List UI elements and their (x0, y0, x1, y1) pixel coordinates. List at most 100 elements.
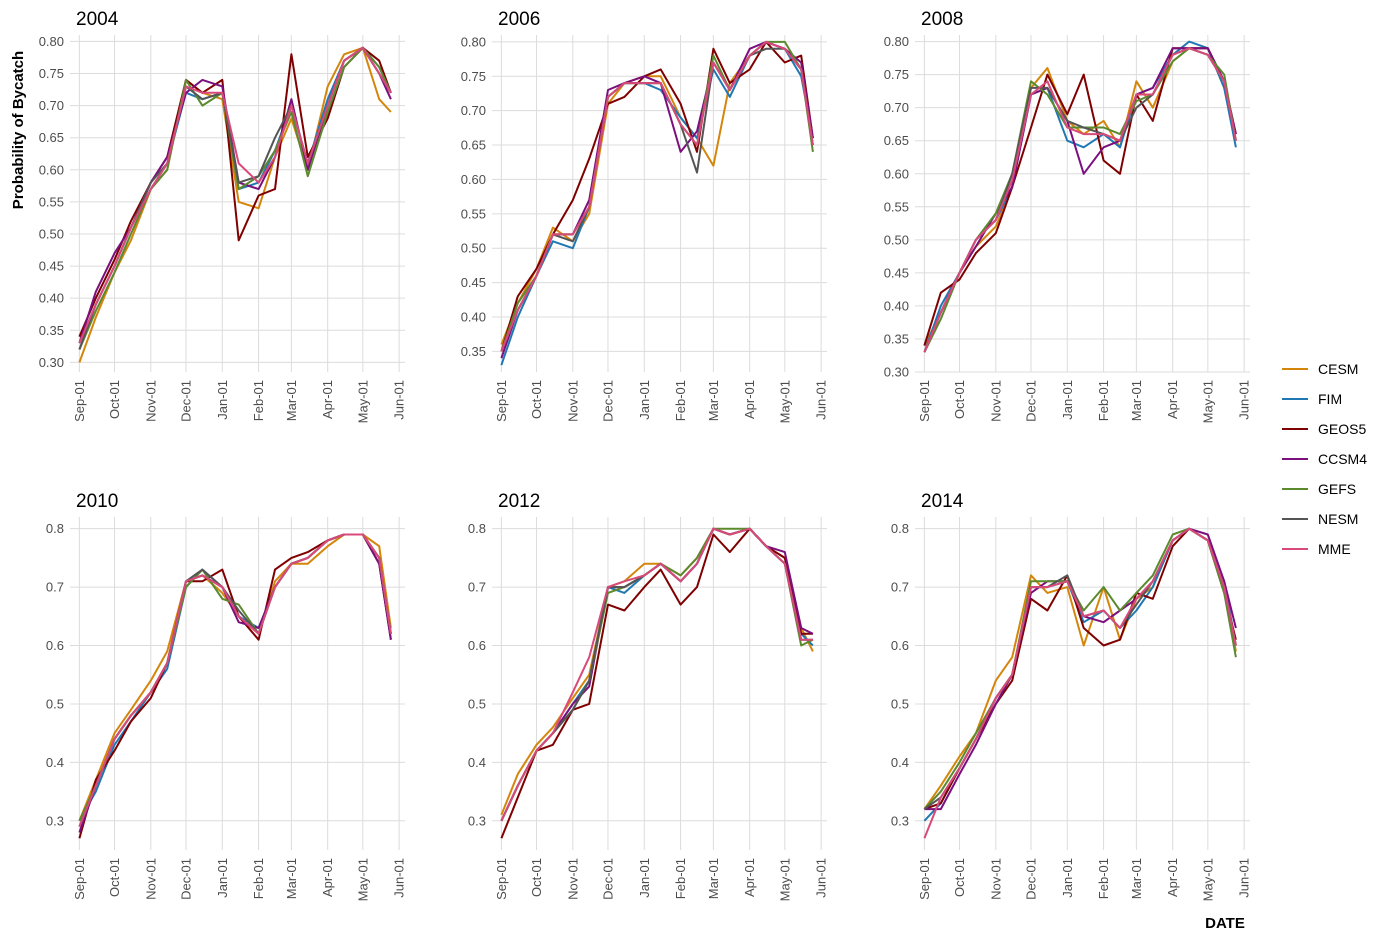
x-tick-label: May-01 (777, 858, 792, 901)
x-tick-label: May-01 (777, 380, 792, 423)
x-tick-label: Mar-01 (1129, 380, 1144, 421)
y-tick-label: 0.60 (884, 166, 909, 181)
y-tick-label: 0.55 (461, 206, 486, 221)
panel-title: 2010 (76, 491, 118, 512)
y-tick-label: 0.5 (891, 696, 909, 711)
series-line (78, 533, 392, 839)
x-tick-label: Apr-01 (320, 380, 335, 419)
y-tick-label: 0.50 (39, 226, 64, 241)
series-line (78, 533, 392, 822)
x-tick-label: Feb-01 (1096, 858, 1111, 899)
x-tick-label: Jun-01 (814, 380, 829, 420)
x-tick-label: Jan-01 (637, 380, 652, 420)
x-tick-label: Dec-01 (600, 380, 615, 422)
legend-label: CESM (1318, 361, 1358, 377)
y-tick-label: 0.40 (461, 309, 486, 324)
y-tick-label: 0.75 (39, 66, 64, 81)
y-tick-label: 0.6 (891, 638, 909, 653)
series-line (500, 527, 814, 816)
series-line (78, 46, 392, 344)
series-line (923, 527, 1237, 822)
y-tick-label: 0.80 (461, 34, 486, 49)
x-tick-label: Feb-01 (1096, 380, 1111, 421)
legend-label: NESM (1318, 511, 1358, 527)
y-tick-label: 0.5 (46, 696, 64, 711)
x-tick-label: Oct-01 (952, 858, 967, 897)
y-tick-label: 0.45 (461, 275, 486, 290)
y-tick-label: 0.60 (461, 172, 486, 187)
panel-title: 2004 (76, 9, 119, 30)
y-tick-label: 0.35 (461, 344, 486, 359)
x-tick-label: Sep-01 (917, 380, 932, 422)
series-line (500, 40, 814, 352)
x-tick-label: Nov-01 (988, 858, 1003, 900)
x-tick-label: Mar-01 (706, 380, 721, 421)
x-tick-label: Sep-01 (494, 380, 509, 422)
y-tick-label: 0.40 (884, 298, 909, 313)
y-tick-label: 0.75 (884, 67, 909, 82)
legend-label: GEFS (1318, 481, 1356, 497)
y-tick-label: 0.3 (46, 813, 64, 828)
y-tick-label: 0.3 (468, 813, 486, 828)
panel-title: 2014 (921, 491, 964, 512)
y-tick-label: 0.50 (461, 241, 486, 256)
x-tick-label: Jan-01 (637, 858, 652, 898)
y-tick-label: 0.45 (39, 259, 64, 274)
x-tick-label: Jan-01 (1060, 858, 1075, 898)
y-tick-label: 0.70 (461, 103, 486, 118)
x-tick-label: Mar-01 (284, 380, 299, 421)
panel-title: 2008 (921, 9, 963, 30)
y-axis-label: Probability of Bycatch (10, 51, 27, 209)
y-tick-label: 0.60 (39, 162, 64, 177)
series-line (923, 47, 1237, 353)
y-tick-label: 0.8 (46, 521, 64, 536)
x-tick-label: Sep-01 (494, 858, 509, 900)
x-tick-label: Nov-01 (565, 380, 580, 422)
y-tick-label: 0.30 (39, 355, 64, 370)
x-tick-label: Jan-01 (215, 380, 230, 420)
series-line (924, 527, 1237, 811)
y-tick-label: 0.6 (468, 638, 486, 653)
x-tick-label: Oct-01 (529, 858, 544, 897)
series-line (923, 47, 1237, 347)
y-tick-label: 0.45 (884, 265, 909, 280)
series-line (923, 527, 1237, 810)
y-tick-label: 0.6 (46, 638, 64, 653)
x-tick-label: May-01 (1200, 858, 1215, 901)
x-tick-label: Jun-01 (392, 380, 407, 420)
x-tick-label: Nov-01 (565, 858, 580, 900)
y-tick-label: 0.80 (884, 34, 909, 49)
legend-label: MME (1318, 541, 1351, 557)
x-tick-label: Apr-01 (742, 858, 757, 897)
series-line (923, 47, 1237, 353)
x-tick-label: Mar-01 (706, 858, 721, 899)
x-tick-label: Sep-01 (917, 858, 932, 900)
x-axis-label: DATE (1205, 915, 1245, 932)
y-tick-label: 0.70 (39, 98, 64, 113)
series-line (78, 533, 392, 833)
x-tick-label: Dec-01 (1023, 380, 1038, 422)
y-tick-label: 0.35 (39, 323, 64, 338)
x-tick-label: Apr-01 (1165, 380, 1180, 419)
y-tick-label: 0.50 (884, 232, 909, 247)
y-tick-label: 0.65 (461, 138, 486, 153)
x-tick-label: Jun-01 (1237, 380, 1252, 420)
x-tick-label: Jun-01 (1237, 858, 1252, 898)
y-tick-label: 0.7 (468, 580, 486, 595)
series-line (78, 533, 392, 827)
series-line (923, 527, 1237, 839)
series-line (78, 533, 392, 822)
x-tick-label: Oct-01 (107, 380, 122, 419)
series-line (78, 46, 392, 363)
series-line (78, 46, 392, 338)
y-tick-label: 0.4 (891, 755, 909, 770)
series-line (500, 40, 814, 345)
x-tick-label: Oct-01 (952, 380, 967, 419)
x-tick-label: Mar-01 (284, 858, 299, 899)
x-tick-label: Jan-01 (1060, 380, 1075, 420)
series-line (923, 527, 1237, 810)
x-tick-label: Dec-01 (600, 858, 615, 900)
x-tick-label: Feb-01 (251, 858, 266, 899)
y-tick-label: 0.65 (884, 133, 909, 148)
